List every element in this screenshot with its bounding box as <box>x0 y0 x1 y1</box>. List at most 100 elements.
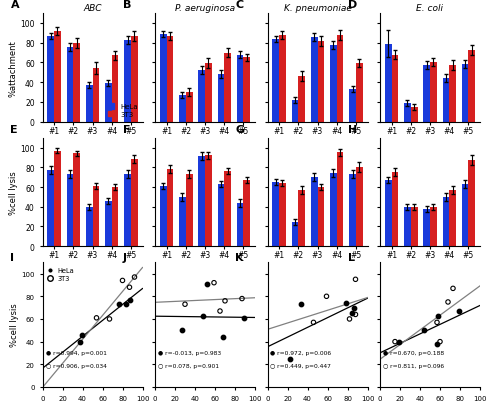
Point <box>130 274 138 281</box>
Point <box>126 297 134 303</box>
Bar <box>66 47 73 122</box>
Bar <box>449 66 456 122</box>
Point <box>240 315 248 321</box>
Bar <box>392 173 398 247</box>
Bar <box>411 207 418 247</box>
Bar <box>311 38 318 122</box>
Text: ○ r=0.078, p=0.901: ○ r=0.078, p=0.901 <box>158 363 219 369</box>
Point <box>296 301 304 308</box>
Bar <box>411 107 418 122</box>
Bar <box>131 160 138 247</box>
Bar <box>349 90 356 122</box>
Bar <box>356 64 362 122</box>
Bar <box>462 184 468 247</box>
Bar <box>349 175 356 247</box>
Point <box>178 327 186 334</box>
Legend: HeLa, 3T3: HeLa, 3T3 <box>46 266 76 283</box>
Text: ● r=0.994, p=0.001: ● r=0.994, p=0.001 <box>46 350 106 354</box>
Bar <box>292 222 298 247</box>
Bar <box>424 209 430 247</box>
Bar <box>124 175 131 247</box>
Bar <box>105 84 112 122</box>
Bar <box>424 66 430 122</box>
Bar <box>356 168 362 247</box>
Bar <box>224 172 231 247</box>
Title: ABC: ABC <box>84 4 102 13</box>
Text: ○ r=0.906, p=0.034: ○ r=0.906, p=0.034 <box>46 363 106 369</box>
Point <box>391 338 399 345</box>
Point <box>342 300 349 306</box>
Bar <box>272 182 279 247</box>
Title: P. aeruginosa: P. aeruginosa <box>175 4 235 13</box>
Point <box>310 319 318 326</box>
Bar <box>179 197 186 247</box>
Text: ● r=0.972, p=0.006: ● r=0.972, p=0.006 <box>270 350 332 354</box>
Bar <box>404 207 411 247</box>
Title: K. pneumoniae: K. pneumoniae <box>284 4 352 13</box>
Bar <box>186 175 192 247</box>
Text: L: L <box>348 253 355 263</box>
Point <box>455 308 463 314</box>
Point <box>286 356 294 362</box>
Point <box>322 294 330 300</box>
Bar <box>442 79 449 122</box>
Point <box>210 280 218 286</box>
Bar <box>160 35 166 122</box>
Bar <box>48 171 54 247</box>
Text: ● r=-0.013, p=0.983: ● r=-0.013, p=0.983 <box>158 350 221 354</box>
Bar <box>166 170 173 247</box>
Bar <box>430 63 436 122</box>
Text: ● r=0.670, p=0.188: ● r=0.670, p=0.188 <box>383 350 444 354</box>
Bar <box>205 64 212 122</box>
Bar <box>236 55 244 122</box>
Point <box>92 315 100 321</box>
Point <box>420 327 428 334</box>
Y-axis label: %attachment: %attachment <box>8 40 18 97</box>
Bar <box>244 58 250 122</box>
Bar <box>224 53 231 122</box>
Bar <box>385 181 392 247</box>
Text: I: I <box>10 253 14 263</box>
Bar <box>66 175 73 247</box>
Point <box>348 310 356 317</box>
Bar <box>298 190 305 247</box>
Bar <box>124 41 131 122</box>
Bar <box>298 77 305 122</box>
Bar <box>105 201 112 247</box>
Bar <box>392 55 398 122</box>
Bar <box>404 103 411 122</box>
Bar <box>218 75 224 122</box>
Point <box>114 301 122 308</box>
Bar <box>92 186 99 247</box>
Title: E. coli: E. coli <box>416 4 444 13</box>
Text: G: G <box>236 124 244 134</box>
Point <box>106 316 114 322</box>
Bar <box>54 32 61 122</box>
Y-axis label: %cell lysis: %cell lysis <box>8 171 18 214</box>
Point <box>352 312 360 318</box>
Point <box>126 284 134 291</box>
Bar <box>292 101 298 122</box>
Bar <box>112 57 118 122</box>
Bar <box>131 36 138 122</box>
Bar <box>74 44 80 122</box>
Bar <box>442 197 449 247</box>
Bar <box>166 36 173 122</box>
Point <box>350 305 358 311</box>
Bar <box>318 42 324 122</box>
Text: D: D <box>348 0 357 10</box>
Bar <box>244 181 250 247</box>
Bar <box>205 156 212 247</box>
Bar <box>86 207 92 247</box>
Point <box>433 341 441 347</box>
Bar <box>336 36 344 122</box>
Point <box>346 316 354 322</box>
Bar <box>236 203 244 247</box>
Text: H: H <box>348 124 357 134</box>
Point <box>395 338 403 345</box>
Point <box>78 332 86 338</box>
Bar <box>385 45 392 122</box>
Bar <box>462 65 468 122</box>
Bar <box>279 36 286 122</box>
Bar <box>48 36 54 122</box>
